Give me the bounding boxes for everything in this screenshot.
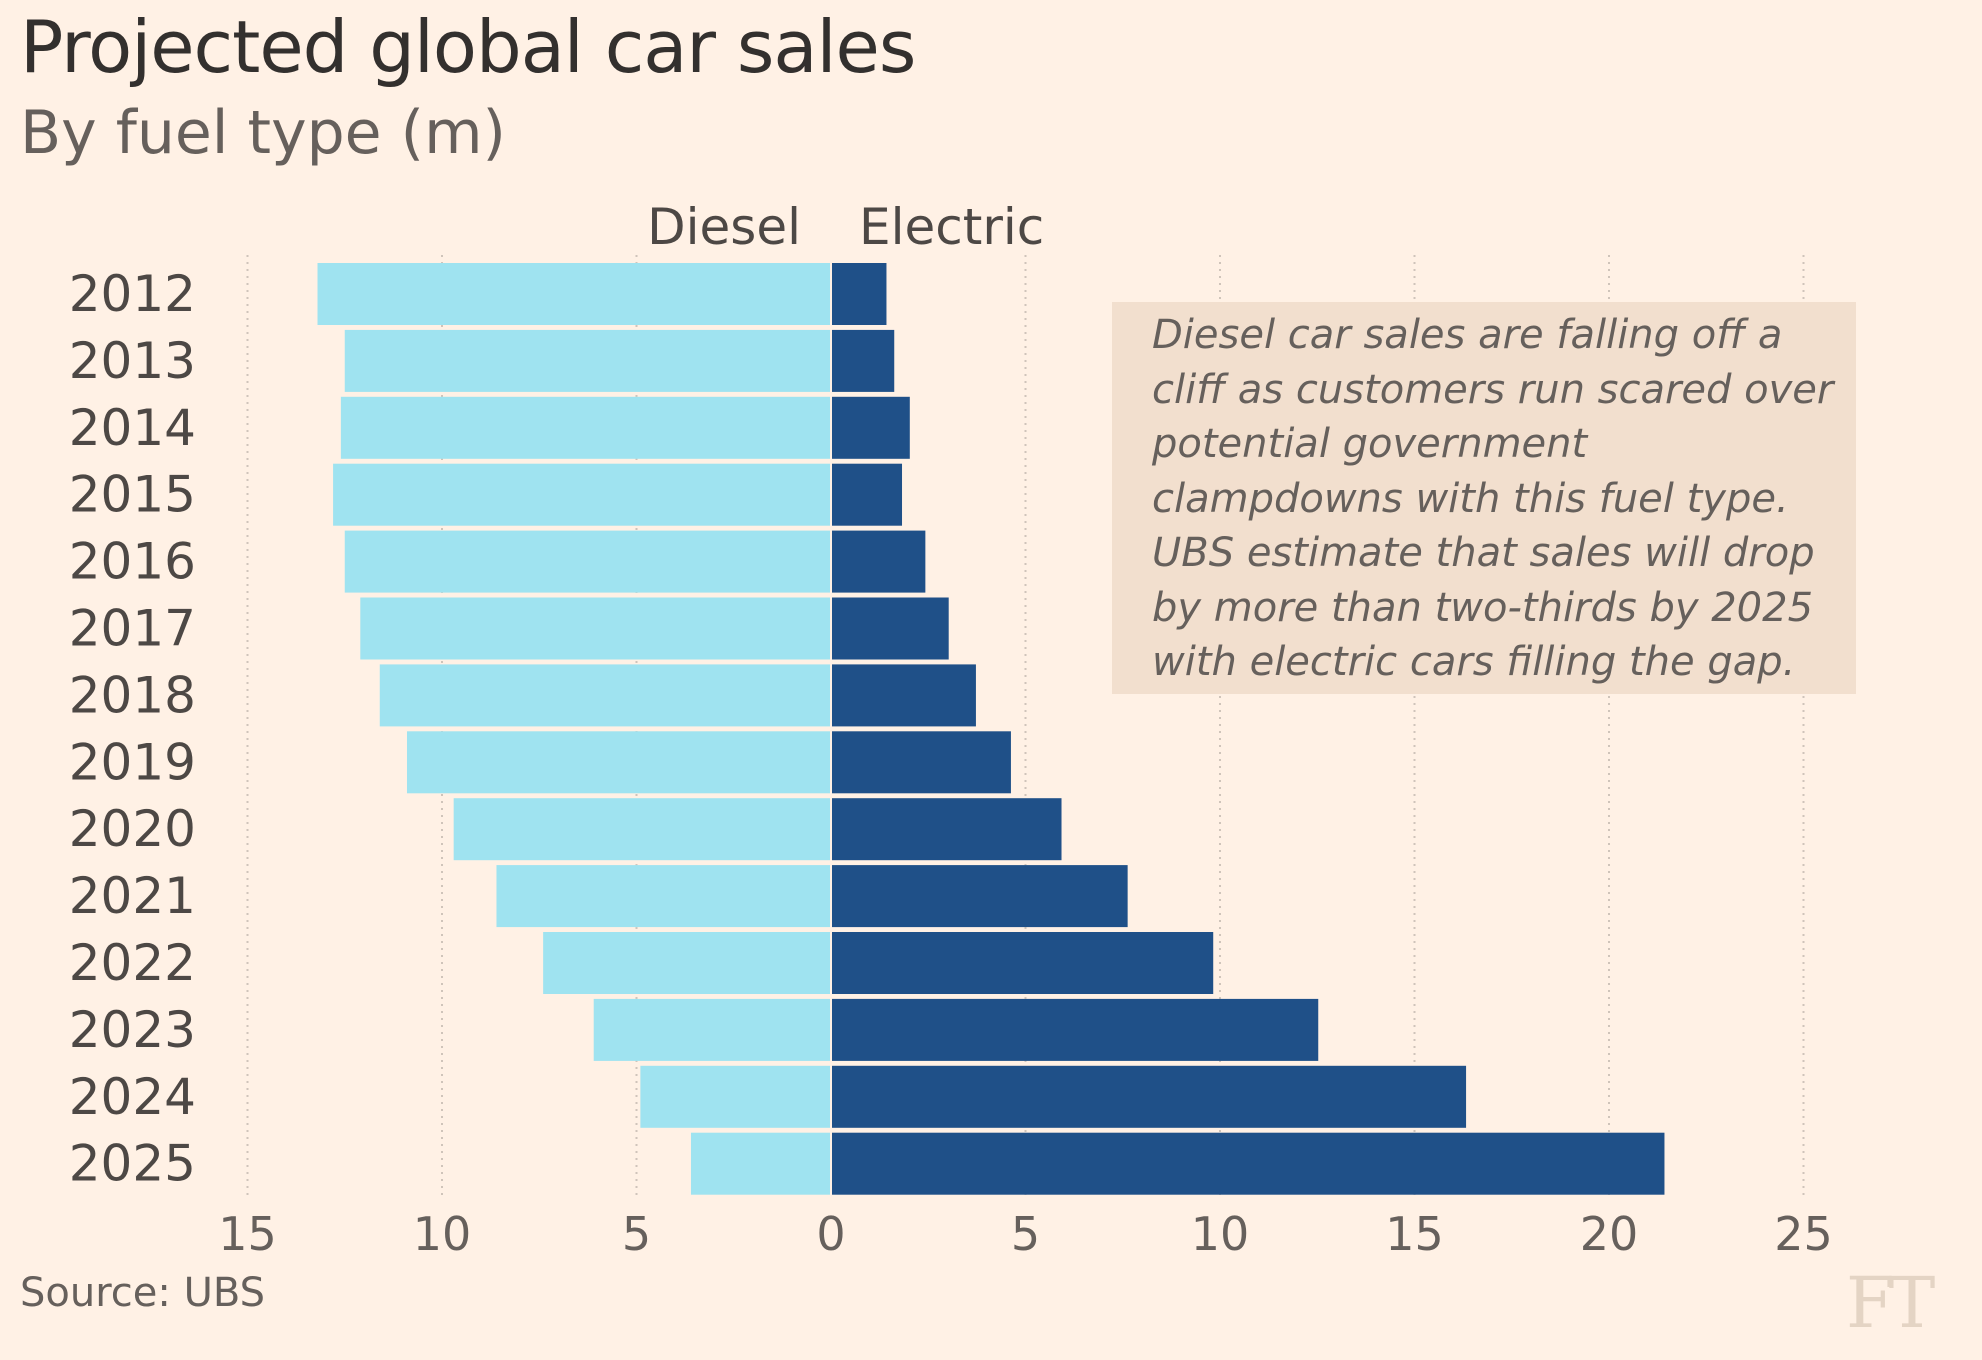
- electric-bar: [832, 1132, 1665, 1195]
- year-label: 2023: [69, 1001, 196, 1059]
- year-label: 2017: [69, 600, 196, 658]
- year-label: 2024: [69, 1068, 196, 1126]
- electric-bar: [832, 530, 926, 593]
- diesel-bar: [333, 463, 831, 526]
- diesel-bar: [640, 1065, 831, 1128]
- year-label: 2014: [69, 399, 196, 457]
- x-tick-label: 15: [1385, 1207, 1444, 1261]
- electric-bar: [832, 597, 949, 660]
- year-label: 2018: [69, 666, 196, 724]
- electric-bar: [832, 932, 1214, 994]
- diesel-bar: [406, 731, 831, 794]
- year-label: 2021: [69, 867, 196, 925]
- year-label: 2015: [69, 466, 196, 524]
- year-label: 2013: [69, 332, 196, 390]
- diesel-bar: [340, 396, 831, 459]
- diesel-bar: [317, 263, 831, 325]
- year-label: 2020: [69, 800, 196, 858]
- electric-bar: [832, 865, 1128, 928]
- diesel-bar: [496, 865, 831, 928]
- diesel-bar: [379, 664, 831, 727]
- legend-electric: Electric: [859, 198, 1044, 256]
- x-tick-label: 0: [816, 1207, 845, 1261]
- year-label: 2016: [69, 533, 196, 591]
- diesel-bar: [543, 932, 831, 994]
- electric-bar: [832, 1065, 1467, 1128]
- diesel-bar: [453, 798, 831, 861]
- electric-bar: [832, 463, 903, 526]
- year-label: 2022: [69, 934, 196, 992]
- diesel-bar: [690, 1132, 831, 1195]
- x-tick-label: 10: [1191, 1207, 1250, 1261]
- diesel-bar: [344, 329, 831, 392]
- x-tick-label: 10: [413, 1207, 472, 1261]
- source-note: Source: UBS: [20, 1270, 265, 1316]
- year-label: 2025: [69, 1135, 196, 1193]
- year-label: 2012: [69, 265, 196, 323]
- x-tick-label: 5: [622, 1207, 651, 1261]
- electric-bar: [832, 263, 887, 325]
- electric-bar: [832, 798, 1062, 861]
- electric-bar: [832, 731, 1011, 794]
- electric-bar: [832, 998, 1319, 1061]
- electric-bar: [832, 664, 976, 727]
- ft-logo: FT: [1846, 1262, 1935, 1344]
- chart-title: Projected global car sales: [20, 5, 916, 89]
- electric-bar: [832, 329, 895, 392]
- legend-diesel: Diesel: [647, 198, 801, 256]
- diesel-bar: [593, 998, 831, 1061]
- x-tick-label: 5: [1011, 1207, 1040, 1261]
- diesel-bar: [344, 530, 831, 593]
- annotation-box: Diesel car sales are falling off a cliff…: [1112, 302, 1856, 694]
- diesel-bar: [360, 597, 831, 660]
- electric-bar: [832, 396, 910, 459]
- chart-subtitle: By fuel type (m): [20, 98, 506, 168]
- x-tick-label: 25: [1774, 1207, 1833, 1261]
- x-tick-label: 20: [1580, 1207, 1639, 1261]
- year-label: 2019: [69, 733, 196, 791]
- x-tick-label: 15: [218, 1207, 277, 1261]
